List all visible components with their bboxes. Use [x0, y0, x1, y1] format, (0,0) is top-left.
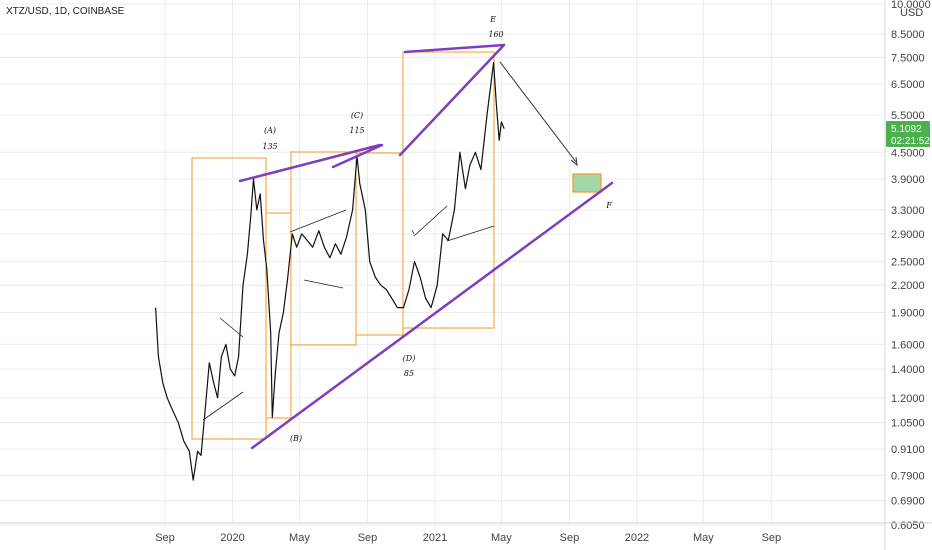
grid-lines — [0, 0, 885, 526]
y-tick-label: 0.7900 — [891, 470, 925, 482]
y-tick-label: 3.9000 — [891, 174, 925, 186]
trend-drawings — [202, 43, 614, 450]
wave-label: (A) — [264, 126, 276, 135]
wave-sub-label: 115 — [349, 126, 364, 135]
x-tick-label: Sep — [762, 532, 782, 544]
x-tick-label: Sep — [155, 532, 175, 544]
x-tick-label: May — [693, 532, 714, 544]
wave-label: (D) — [403, 354, 416, 363]
upper-channel-line — [403, 43, 506, 54]
y-tick-label: 0.6050 — [891, 520, 925, 532]
price-line — [155, 61, 505, 481]
y-tick-label: 1.6000 — [891, 339, 925, 351]
y-tick-label: 1.2000 — [891, 393, 925, 405]
x-tick-label: 2021 — [423, 532, 447, 544]
x-tick-label: May — [491, 532, 512, 544]
wave-box — [402, 51, 495, 329]
x-tick-label: Sep — [358, 532, 378, 544]
y-tick-label: 1.4000 — [891, 364, 925, 376]
x-tick-label: 2020 — [220, 532, 244, 544]
axis-unit-label: USD — [900, 7, 923, 19]
y-tick-label: 0.6900 — [891, 496, 925, 508]
price-series — [155, 61, 505, 481]
wave-box — [290, 151, 357, 346]
wave-label: (B) — [290, 434, 302, 443]
last-price-value: 5.1092 — [891, 124, 922, 135]
y-tick-label: 5.5000 — [891, 110, 925, 122]
wave-sub-label: 160 — [488, 30, 503, 39]
y-tick-label: 2.5000 — [891, 256, 925, 268]
bar-countdown: 02:21:52 — [891, 136, 930, 147]
y-tick-label: 4.5000 — [891, 147, 925, 159]
y-tick-label: 3.3000 — [891, 205, 925, 217]
target-zone-box — [572, 173, 602, 193]
last-price-badge: 5.1092 02:21:52 — [886, 121, 930, 147]
y-tick-label: 7.5000 — [891, 52, 925, 64]
symbol-header: XTZ/USD, 1D, COINBASE — [6, 6, 125, 17]
y-tick-label: 2.2000 — [891, 280, 925, 292]
pattern-line — [202, 391, 244, 421]
wave-sub-label: 135 — [262, 142, 277, 151]
y-tick-label: 10.0000 — [891, 0, 931, 11]
pattern-line — [303, 279, 344, 289]
upper-channel-line-ext — [398, 43, 506, 157]
wave-label: F — [605, 201, 612, 210]
x-tick-label: 2022 — [625, 532, 649, 544]
upper-trendline-2 — [331, 143, 384, 169]
x-tick-label: May — [289, 532, 310, 544]
time-axis[interactable]: Sep 2020 May Sep 2021 May Sep 2022 May Sep — [155, 532, 781, 544]
wave-boxes — [191, 51, 602, 440]
pattern-line — [219, 317, 244, 338]
lower-channel-line — [250, 181, 614, 450]
y-tick-label: 1.9000 — [891, 307, 925, 319]
projection-arrowhead — [570, 156, 578, 167]
upper-trendline-1 — [238, 143, 382, 183]
wave-sub-label: 85 — [404, 369, 414, 378]
projection-arrow — [499, 61, 577, 163]
y-tick-label: 6.5000 — [891, 79, 925, 91]
pattern-line — [413, 205, 448, 237]
price-axis[interactable]: 10.0000 8.5000 7.5000 6.5000 5.5000 4.5000 3.9… — [891, 0, 931, 532]
wave-annotations: (A) 135 (B) (C) 115 (D) 85 E 160 F — [262, 15, 612, 443]
x-tick-label: Sep — [560, 532, 580, 544]
wave-box — [191, 157, 267, 440]
wave-label: E — [489, 15, 496, 24]
pattern-line — [289, 209, 347, 233]
pattern-line — [446, 225, 495, 242]
last-price-badge-bg — [886, 121, 930, 147]
y-tick-label: 1.0500 — [891, 418, 925, 430]
wave-label: (C) — [351, 111, 363, 120]
pattern-line — [411, 229, 415, 235]
wave-box — [355, 152, 404, 336]
y-tick-label: 0.9100 — [891, 444, 925, 456]
y-tick-label: 2.9000 — [891, 229, 925, 241]
y-tick-label: 8.5000 — [891, 29, 925, 41]
